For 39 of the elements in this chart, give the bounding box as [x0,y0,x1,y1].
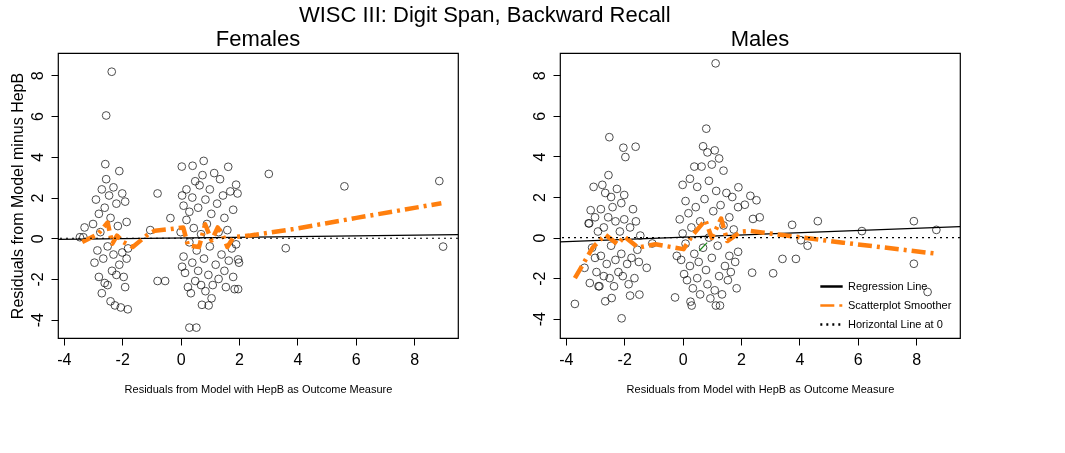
x-tick-label: -4 [559,350,574,368]
x-tick-label: 6 [853,350,863,368]
y-tick-label: 2 [28,193,46,203]
y-tick-label: -4 [28,312,46,328]
y-tick-label: -2 [28,272,46,287]
y-tick-label: 4 [530,152,548,162]
x-tick-label: 4 [795,350,805,368]
y-tick-label: -4 [530,312,548,327]
x-axis-title: Residuals from Model with HepB as Outcome Measure [626,382,895,395]
x-tick-label: 2 [235,350,245,368]
y-tick-label: 2 [530,192,548,202]
y-axis-title: Residuals from Model minus HepB [8,72,26,320]
legend-label: Horizontal Line at 0 [848,317,943,330]
x-tick-label: 6 [351,350,361,368]
x-axis-title: Residuals from Model with HepB as Outcome Measure [124,382,393,395]
x-tick-label: -2 [115,350,130,368]
y-tick-label: 8 [28,71,46,81]
legend-label: Regression Line [848,279,928,292]
x-tick-label: 2 [737,350,747,368]
line-series [79,200,444,250]
chart-title: Females [215,26,301,51]
chart-title: Males [730,26,790,51]
y-tick-label: 0 [530,233,548,243]
x-tick-label: -2 [617,350,632,368]
x-tick-label: 4 [293,350,303,368]
y-tick-label: 8 [530,71,548,81]
y-tick-label: 6 [530,111,548,121]
x-tick-label: 0 [176,350,186,368]
x-tick-label: 0 [678,350,688,368]
x-tick-label: 8 [410,350,420,368]
x-tick-label: 8 [912,350,922,368]
y-tick-label: 6 [28,112,46,122]
legend-label: Scatterplot Smoother [848,298,952,311]
line-series [572,216,937,281]
y-tick-label: 4 [28,152,46,162]
x-tick-label: -4 [57,350,72,368]
y-tick-label: 0 [28,234,46,244]
y-tick-label: -2 [530,271,548,286]
text: WISC III: Digit Span, Backward Recall [298,2,671,28]
